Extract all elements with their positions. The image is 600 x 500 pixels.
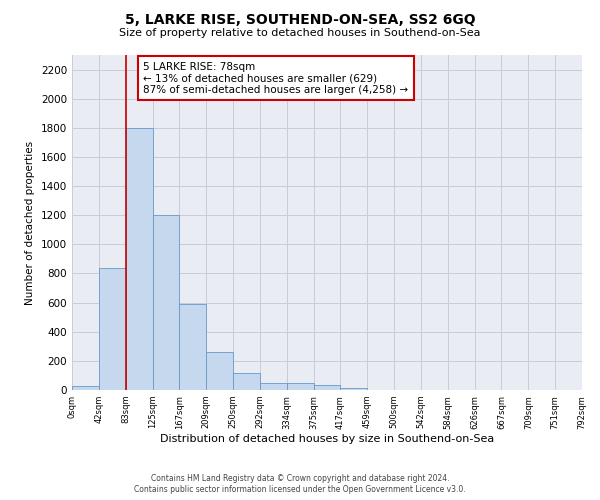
Bar [152, 215, 179, 390]
Text: 5, LARKE RISE, SOUTHEND-ON-SEA, SS2 6GQ: 5, LARKE RISE, SOUTHEND-ON-SEA, SS2 6GQ [125, 12, 475, 26]
Text: Size of property relative to detached houses in Southend-on-Sea: Size of property relative to detached ho… [119, 28, 481, 38]
Bar [99, 268, 125, 390]
X-axis label: Distribution of detached houses by size in Southend-on-Sea: Distribution of detached houses by size … [160, 434, 494, 444]
Y-axis label: Number of detached properties: Number of detached properties [25, 140, 35, 304]
Bar [72, 386, 99, 390]
Bar [287, 384, 314, 390]
Bar [260, 382, 287, 390]
Bar [179, 304, 206, 390]
Text: 5 LARKE RISE: 78sqm
← 13% of detached houses are smaller (629)
87% of semi-detac: 5 LARKE RISE: 78sqm ← 13% of detached ho… [143, 62, 409, 95]
Bar [314, 386, 340, 390]
Bar [233, 373, 260, 390]
Bar [125, 128, 152, 390]
Text: Contains HM Land Registry data © Crown copyright and database right 2024.
Contai: Contains HM Land Registry data © Crown c… [134, 474, 466, 494]
Bar [340, 388, 367, 390]
Bar [206, 352, 233, 390]
